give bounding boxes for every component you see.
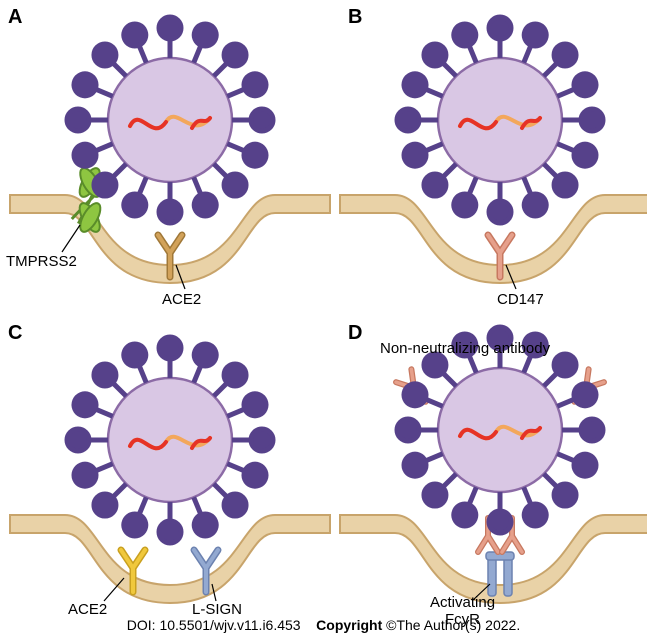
panel-label-a: A (8, 6, 22, 29)
panel-label-c: C (8, 322, 22, 345)
virus-c-icon (67, 337, 273, 543)
footer-copy-text: ©The Author(s) 2022. (382, 617, 520, 633)
panel-label-b: B (348, 6, 362, 29)
label-ace2-a: ACE2 (162, 291, 201, 308)
panel-a-group (10, 17, 330, 289)
virus-a-icon (67, 17, 273, 223)
footer-copy-label: Copyright (316, 617, 382, 633)
label-lsign: L-SIGN (192, 601, 242, 618)
panel-d-group (340, 327, 647, 603)
label-ace2-c: ACE2 (68, 601, 107, 618)
panel-label-d: D (348, 322, 362, 345)
footer-doi: DOI: 10.5501/wjv.v11.i6.453 (127, 617, 301, 633)
panel-b-group (340, 17, 647, 289)
panel-c-group (10, 337, 330, 603)
label-tmprss2: TMPRSS2 (6, 253, 77, 270)
figure-root: A B C D TMPRSS2 ACE2 CD147 ACE2 L-SIGN N… (0, 0, 647, 637)
virus-b-icon (397, 17, 603, 223)
label-cd147: CD147 (497, 291, 544, 308)
diagram-svg (0, 0, 647, 637)
figure-footer: DOI: 10.5501/wjv.v11.i6.453 Copyright ©T… (0, 617, 647, 633)
virus-d-icon (397, 327, 603, 533)
label-nonneut: Non-neutralizing antibody (380, 340, 550, 357)
